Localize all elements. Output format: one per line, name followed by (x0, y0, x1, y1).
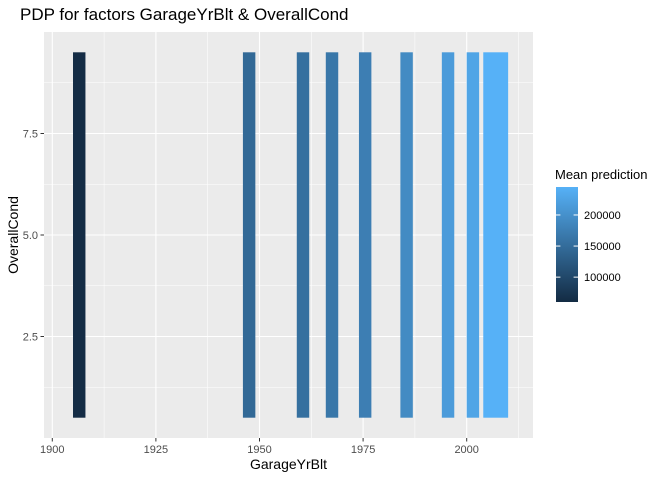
legend-tick-label: 150000 (584, 241, 621, 253)
heatmap-tile (73, 52, 86, 418)
heatmap-tile (466, 52, 480, 418)
heatmap-tiles (73, 52, 509, 418)
heatmap-tile (441, 52, 455, 418)
x-axis: 1900 1925 1950 1975 2000 (40, 438, 479, 456)
legend-title: Mean prediction (555, 167, 648, 182)
heatmap-tile (325, 52, 339, 418)
x-tick-label: 1900 (40, 444, 64, 456)
x-tick-label: 1950 (247, 444, 271, 456)
heatmap-tile (242, 52, 256, 418)
legend: Mean prediction 100000 150000 200000 (555, 167, 648, 302)
x-tick-label: 2000 (454, 444, 478, 456)
heatmap-tile (296, 52, 310, 418)
x-tick-label: 1975 (351, 444, 375, 456)
legend-tick-label: 200000 (584, 210, 621, 222)
heatmap-tile (483, 52, 509, 418)
plot-title: PDP for factors GarageYrBlt & OverallCon… (20, 5, 349, 24)
x-tick-label: 1925 (144, 444, 168, 456)
x-axis-title: GarageYrBlt (250, 456, 327, 472)
y-tick-label: 5.0 (23, 230, 38, 242)
y-tick-label: 7.5 (23, 129, 38, 141)
legend-colorbar (556, 187, 578, 302)
y-axis: 2.5 5.0 7.5 (23, 129, 44, 344)
heatmap-tile (358, 52, 372, 418)
heatmap-tile (400, 52, 413, 418)
legend-ticks: 100000 150000 200000 (556, 210, 621, 284)
legend-tick-label: 100000 (584, 272, 621, 284)
y-axis-title: OverallCond (5, 196, 21, 274)
y-tick-label: 2.5 (23, 332, 38, 344)
